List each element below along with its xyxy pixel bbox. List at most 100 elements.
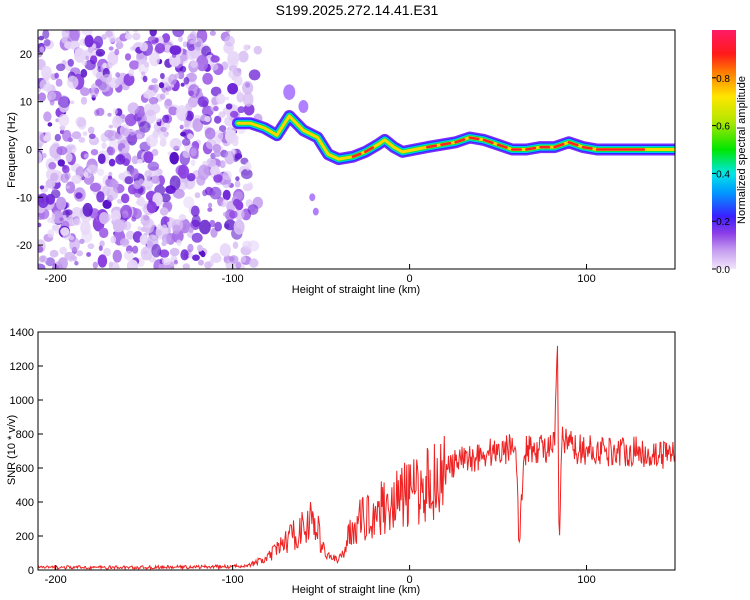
noise-blob bbox=[233, 219, 245, 235]
noise-blob bbox=[69, 237, 80, 252]
noise-blob bbox=[180, 82, 185, 87]
noise-blob bbox=[159, 207, 169, 216]
noise-blob bbox=[86, 252, 91, 257]
noise-blob bbox=[115, 154, 126, 165]
noise-blob bbox=[103, 247, 111, 257]
snr-y-tick-label: 0 bbox=[28, 565, 34, 577]
noise-blob bbox=[132, 245, 139, 254]
noise-blob bbox=[183, 196, 195, 209]
noise-blob bbox=[57, 257, 68, 269]
noise-blob bbox=[234, 180, 241, 188]
signal-lobe bbox=[309, 193, 316, 202]
noise-blob bbox=[232, 241, 239, 249]
noise-blob bbox=[79, 238, 85, 244]
noise-blob bbox=[224, 150, 235, 165]
noise-blob bbox=[182, 263, 190, 269]
noise-blob bbox=[88, 133, 96, 140]
noise-blob bbox=[105, 30, 113, 38]
noise-blob bbox=[167, 85, 173, 92]
noise-blob bbox=[232, 67, 242, 77]
noise-blob bbox=[234, 208, 245, 221]
noise-blob bbox=[186, 47, 198, 61]
noise-blob bbox=[159, 138, 167, 147]
noise-blob bbox=[182, 149, 191, 159]
signal-core bbox=[525, 146, 537, 151]
noise-blob bbox=[136, 133, 143, 140]
noise-blob bbox=[71, 207, 83, 220]
noise-blob bbox=[175, 105, 188, 121]
noise-blob bbox=[65, 185, 70, 189]
noise-blob bbox=[194, 192, 201, 199]
noise-blob bbox=[219, 243, 231, 257]
spectrogram-noise-region bbox=[38, 30, 263, 269]
noise-blob bbox=[151, 103, 159, 111]
noise-blob bbox=[214, 115, 222, 124]
noise-blob bbox=[108, 171, 113, 177]
noise-blob bbox=[74, 48, 86, 63]
noise-blob bbox=[130, 168, 139, 179]
noise-blob bbox=[161, 33, 171, 43]
noise-blob bbox=[120, 238, 130, 247]
noise-blob bbox=[209, 30, 216, 36]
noise-blob bbox=[209, 219, 216, 228]
noise-blob bbox=[108, 124, 114, 129]
noise-blob bbox=[38, 51, 43, 58]
spectrogram-y-tick-label: -20 bbox=[16, 240, 32, 252]
noise-blob bbox=[244, 161, 252, 171]
noise-blob bbox=[57, 159, 65, 167]
noise-blob bbox=[89, 87, 99, 98]
noise-blob bbox=[93, 212, 99, 217]
noise-blob bbox=[123, 73, 135, 86]
colorbar-tick-label: 0.4 bbox=[716, 169, 730, 180]
noise-blob bbox=[201, 45, 212, 58]
noise-blob bbox=[87, 243, 95, 250]
noise-blob bbox=[43, 39, 51, 47]
noise-blob bbox=[110, 235, 117, 244]
noise-blob bbox=[41, 65, 52, 80]
noise-blob bbox=[149, 51, 160, 67]
noise-blob bbox=[142, 75, 148, 83]
noise-blob bbox=[107, 112, 112, 117]
noise-blob bbox=[169, 247, 180, 257]
snr-frame bbox=[37, 331, 676, 571]
snr-x-tick-label: 0 bbox=[407, 574, 413, 586]
signal-core bbox=[440, 142, 452, 146]
noise-blob bbox=[116, 199, 123, 204]
noise-blob bbox=[43, 134, 52, 142]
noise-blob bbox=[247, 182, 254, 191]
noise-blob bbox=[38, 263, 46, 269]
noise-blob bbox=[106, 186, 119, 201]
noise-blob bbox=[82, 131, 88, 136]
noise-blob bbox=[128, 68, 135, 77]
signal-core bbox=[454, 138, 466, 144]
noise-blob bbox=[51, 224, 60, 231]
noise-blob bbox=[151, 78, 158, 84]
noise-blob bbox=[132, 32, 141, 41]
noise-blob bbox=[54, 72, 59, 79]
noise-blob bbox=[169, 175, 181, 191]
colorbar-tick-label: 0.2 bbox=[716, 217, 730, 228]
noise-blob bbox=[102, 62, 107, 69]
noise-blob bbox=[158, 82, 165, 89]
noise-blob bbox=[95, 79, 103, 87]
noise-blob bbox=[112, 180, 119, 189]
noise-blob bbox=[62, 230, 72, 240]
noise-blob bbox=[64, 251, 76, 261]
noise-blob bbox=[75, 116, 87, 128]
noise-blob bbox=[43, 111, 52, 122]
noise-blob bbox=[112, 249, 123, 263]
noise-blob bbox=[173, 188, 185, 199]
noise-blob bbox=[160, 193, 171, 203]
noise-blob bbox=[85, 55, 90, 61]
noise-blob bbox=[198, 259, 204, 266]
signal-lobe bbox=[298, 99, 309, 113]
noise-blob bbox=[214, 221, 222, 232]
snr-x-tick-label: -100 bbox=[222, 574, 244, 586]
snr-x-label: Height of straight line (km) bbox=[292, 584, 420, 596]
noise-blob bbox=[179, 124, 184, 130]
noise-blob bbox=[148, 96, 159, 105]
snr-y-tick-label: 400 bbox=[16, 497, 34, 509]
noise-blob bbox=[39, 79, 51, 91]
noise-blob bbox=[222, 212, 227, 217]
snr-y-tick-label: 800 bbox=[16, 429, 34, 441]
